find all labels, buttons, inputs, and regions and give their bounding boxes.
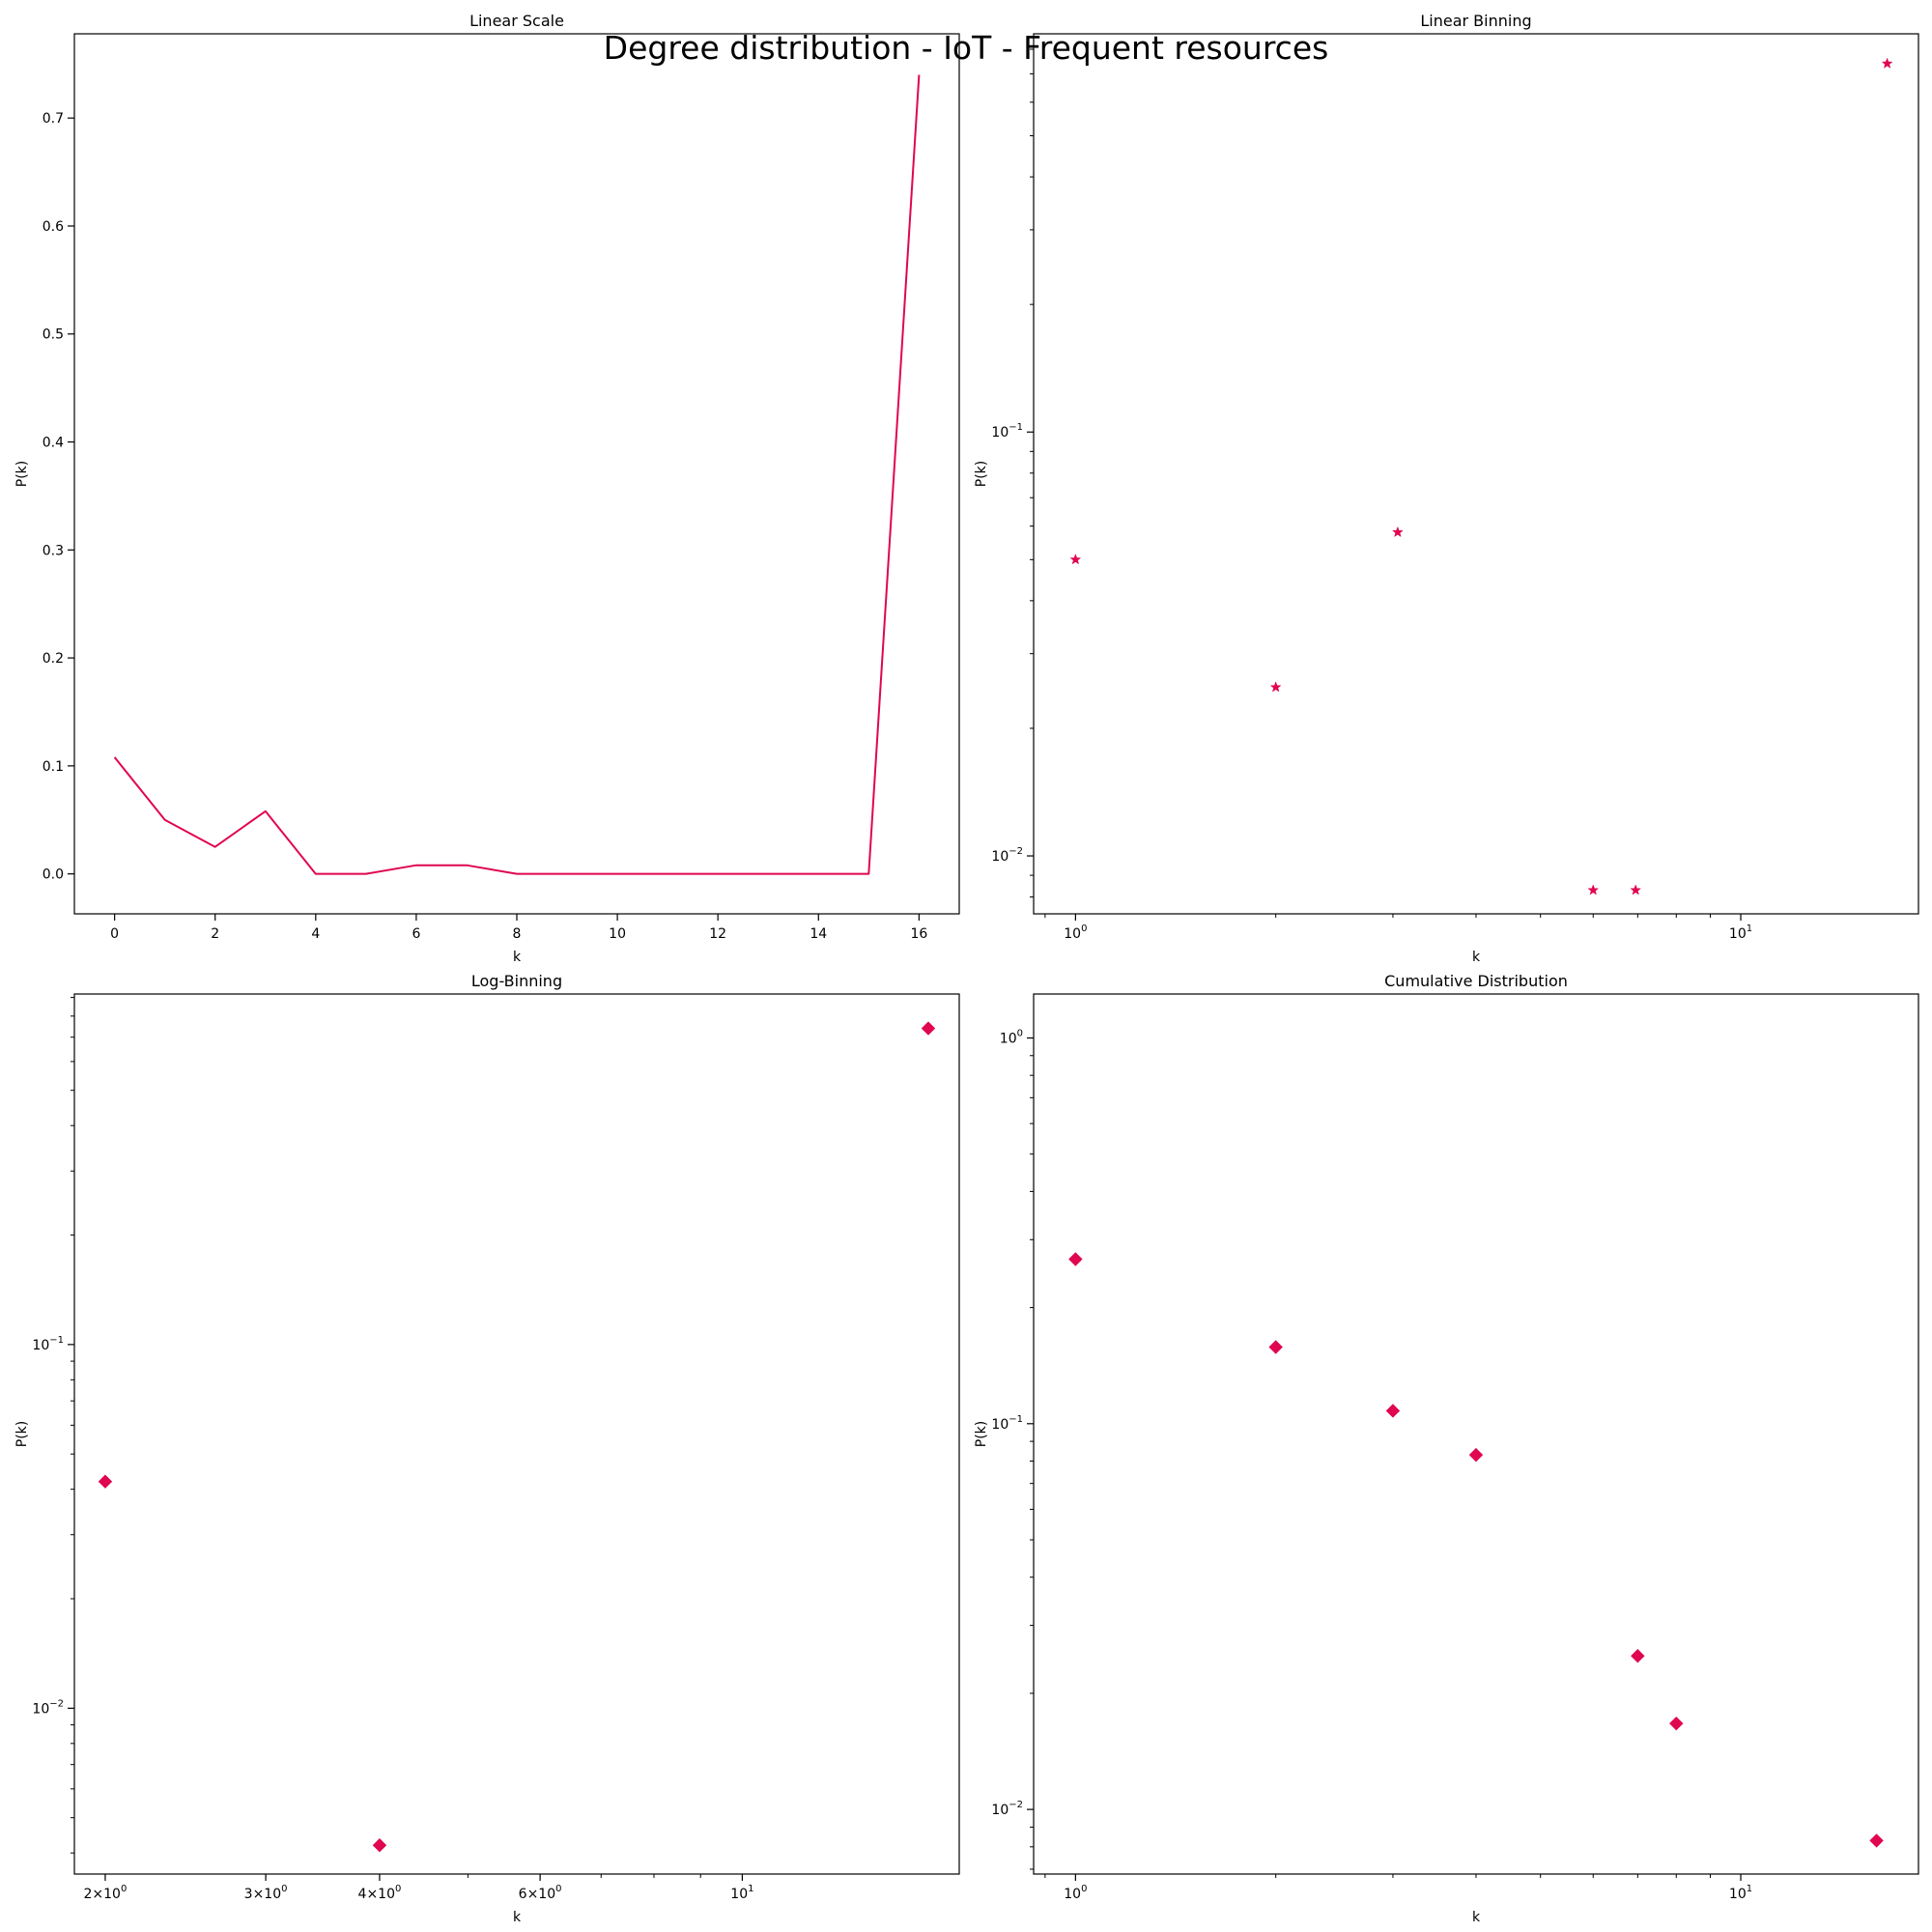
subplot-linear-binning: 100 101 10−2 10−1 Linear Binning k P(k): [974, 12, 1919, 965]
data-point: [1269, 681, 1282, 693]
y-axis-label: P(k): [14, 461, 30, 487]
subplot-cumulative-distribution: 100 101 10−2 10−1 100 Cumulative Distribution…: [974, 972, 1919, 1925]
data-point: [1669, 1716, 1684, 1731]
x-tick-label: 100: [1064, 1884, 1087, 1902]
y-tick-label: 10−2: [991, 1800, 1023, 1818]
x-tick-label: 100: [1064, 923, 1087, 942]
x-tick-label: 14: [810, 926, 827, 942]
subplot-title: Linear Binning: [1420, 12, 1531, 30]
x-tick-label: 101: [730, 1884, 753, 1902]
axes-frame: [1033, 33, 1919, 915]
subplot-linear-scale: 0 2 4 6 8 10 12 14 16 0.0 0.1 0.2 0.3 0.4 0.5 0.6 0.7 Lin…: [14, 12, 960, 965]
y-tick-label: 10−1: [991, 422, 1023, 440]
axes-frame: [73, 33, 960, 915]
x-tick-label: 101: [1729, 923, 1752, 942]
y-tick-label: 100: [1000, 1028, 1023, 1046]
y-tick-label: 10−1: [991, 1414, 1023, 1433]
x-axis-label: k: [513, 1910, 522, 1925]
x-tick-label: 16: [910, 926, 927, 942]
data-point: [1631, 1649, 1645, 1663]
x-tick-label: 4×100: [358, 1884, 402, 1902]
y-tick-label: 0.1: [43, 759, 64, 775]
data-point: [1385, 1404, 1401, 1418]
y-tick-label: 10−1: [32, 1335, 64, 1353]
subplot-title: Cumulative Distribution: [1384, 972, 1568, 990]
y-tick-label: 0.0: [43, 867, 64, 883]
subplot-title: Linear Scale: [469, 12, 564, 30]
data-point: [1068, 1252, 1083, 1266]
y-tick-label: 10−2: [991, 846, 1023, 865]
axes-frame: [73, 993, 960, 1875]
x-tick-label: 12: [709, 926, 726, 942]
data-point: [1069, 554, 1082, 565]
y-tick-label: 0.3: [43, 543, 64, 558]
y-axis-label: P(k): [974, 461, 989, 487]
x-tick-label: 8: [513, 926, 522, 942]
x-tick-label: 0: [110, 926, 119, 942]
data-point: [1587, 884, 1600, 895]
y-tick-label: 0.4: [43, 436, 64, 451]
x-tick-label: 6: [412, 926, 420, 942]
data-point: [98, 1474, 113, 1489]
data-point: [1392, 526, 1404, 538]
figure-title: Degree distribution - IoT - Frequent res…: [603, 29, 1329, 67]
x-tick-label: 2×100: [84, 1884, 128, 1902]
data-point: [372, 1837, 387, 1853]
data-point: [1869, 1833, 1884, 1848]
subplot-log-binning: 2×100 3×100 4×100 6×100 101 10−2 10−1 Log-Binni…: [14, 972, 960, 1925]
data-point: [1630, 884, 1642, 895]
x-axis-label: k: [1472, 950, 1481, 965]
series-line: [113, 74, 921, 875]
x-tick-label: 10: [609, 926, 626, 942]
y-tick-label: 0.6: [43, 219, 64, 235]
data-point: [1268, 1340, 1283, 1354]
y-tick-label: 0.2: [43, 651, 64, 667]
y-tick-label: 10−2: [32, 1698, 64, 1717]
x-tick-label: 6×100: [519, 1884, 562, 1902]
subplot-title: Log-Binning: [471, 972, 562, 990]
y-tick-label: 0.5: [43, 327, 64, 343]
data-point: [921, 1021, 936, 1036]
y-tick-label: 0.7: [43, 111, 64, 127]
axes-frame: [1033, 993, 1919, 1875]
y-axis-label: P(k): [974, 1421, 989, 1447]
data-point: [1468, 1447, 1484, 1463]
x-tick-label: 101: [1729, 1884, 1752, 1902]
x-tick-label: 4: [311, 926, 320, 942]
x-axis-label: k: [1472, 1910, 1481, 1925]
x-tick-label: 3×100: [244, 1884, 288, 1902]
x-tick-label: 2: [211, 926, 219, 942]
y-axis-label: P(k): [14, 1421, 30, 1447]
x-axis-label: k: [513, 950, 522, 965]
data-point: [1881, 57, 1893, 69]
